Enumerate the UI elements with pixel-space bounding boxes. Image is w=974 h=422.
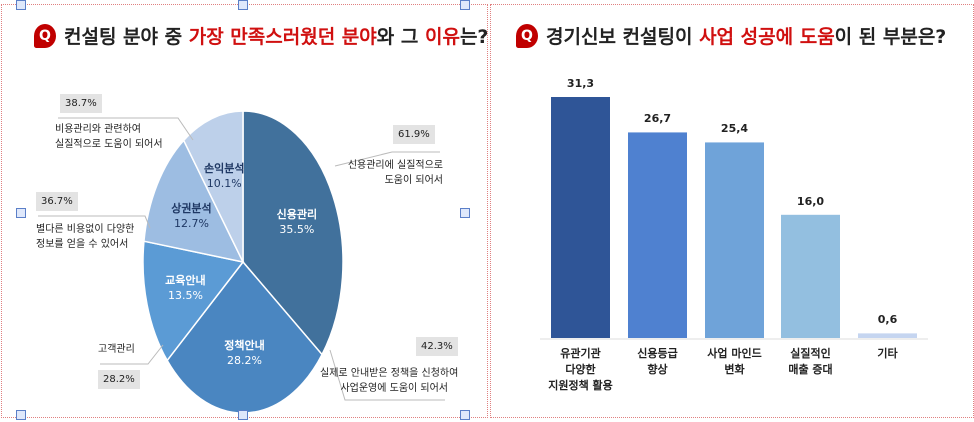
resize-handle[interactable] xyxy=(460,0,470,10)
bar-1 xyxy=(628,132,687,338)
pie-label: 상권분석 12.7% xyxy=(171,201,211,231)
callout-lines xyxy=(38,117,445,401)
title-segment: 컨설팅 분야 중 xyxy=(64,26,189,48)
bar-value-label: 0,6 xyxy=(877,313,898,327)
callout-text: 비용관리와 관련하여 실질적으로 도움이 되어서 xyxy=(55,124,163,150)
bar-value-label: 16,0 xyxy=(796,194,825,208)
callout-text: 고객관리 xyxy=(98,344,135,355)
bar-value-label: 31,3 xyxy=(566,77,595,90)
category-line: 유관기관 xyxy=(560,347,601,360)
right-title-text: 경기신보 컨설팅이 사업 성공에 도움이 된 부분은? xyxy=(546,22,946,49)
pie-slice-손익분석 xyxy=(182,110,244,263)
left-title-text: 컨설팅 분야 중 가장 만족스러웠던 분야와 그 이유는? xyxy=(64,22,488,49)
resize-handle[interactable] xyxy=(16,0,26,10)
slice-value: 28.2% xyxy=(227,353,262,367)
slice-value: 12.7% xyxy=(173,216,209,230)
title-segment: 는? xyxy=(459,26,489,48)
pie-slice-교육안내 xyxy=(142,240,245,362)
callout-pct: 28.2% xyxy=(98,370,140,389)
category-line: 신용등급 xyxy=(637,347,678,360)
bar-value-label: 26,7 xyxy=(643,112,672,126)
category-line: 사업 마인드 xyxy=(707,347,762,360)
category-line: 실질적인 xyxy=(790,347,831,360)
pie-label: 신용관리 35.5% xyxy=(277,207,317,237)
slice-name: 신용관리 xyxy=(276,208,318,222)
q-icon: Q xyxy=(516,23,538,48)
callout-text: 신용관리에 실질적으로 도움이 되어서 xyxy=(347,160,443,186)
slice-value: 35.5% xyxy=(279,223,315,237)
callout-pct: 42.3% xyxy=(416,337,458,356)
bar-2 xyxy=(705,142,764,338)
title-segment: 경기신보 컨설팅이 xyxy=(546,26,700,48)
callout-text: 실제로 안내받은 정책을 신청하여 사업운영에 도움이 되어서 xyxy=(320,368,459,394)
slice-value: 13.5% xyxy=(167,288,203,302)
pie-slice-신용관리 xyxy=(242,110,344,356)
category-line: 다양한 xyxy=(565,363,596,376)
bar-category-label: 기타 xyxy=(848,346,928,362)
slice-name: 정책안내 xyxy=(224,338,265,352)
title-segment: 와 그 xyxy=(376,26,425,48)
bar-value-label: 25,4 xyxy=(720,122,749,136)
right-title: Q 경기신보 컨설팅이 사업 성공에 도움이 된 부분은? xyxy=(516,22,946,49)
category-line: 매출 증대 xyxy=(788,363,833,376)
callout-pct: 61.9% xyxy=(393,125,435,144)
resize-handle[interactable] xyxy=(16,208,26,218)
resize-handle[interactable] xyxy=(460,410,470,420)
resize-handle[interactable] xyxy=(238,0,248,10)
slice-value: 10.1% xyxy=(206,176,242,190)
pie-slice-상권분석 xyxy=(143,139,245,264)
title-segment: 가장 만족스러웠던 분야 xyxy=(188,26,377,48)
q-icon: Q xyxy=(34,23,56,48)
title-segment: 사업 성공에 도움 xyxy=(699,26,835,48)
category-line: 기타 xyxy=(877,347,898,360)
title-segment: 이 된 부분은? xyxy=(834,26,947,48)
resize-handle[interactable] xyxy=(16,410,26,420)
resize-handle[interactable] xyxy=(238,410,248,420)
slice-name: 교육안내 xyxy=(165,273,206,287)
bar-4 xyxy=(858,333,917,338)
slice-name: 상권분석 xyxy=(171,201,212,215)
callout-pct: 38.7% xyxy=(60,94,102,113)
category-line: 향상 xyxy=(647,363,668,376)
pie-label: 정책안내 28.2% xyxy=(224,338,264,368)
left-title: Q 컨설팅 분야 중 가장 만족스러웠던 분야와 그 이유는? xyxy=(34,22,488,49)
category-line: 변화 xyxy=(724,363,745,376)
slice-name: 손익분석 xyxy=(204,161,245,175)
category-line: 지원정책 활용 xyxy=(548,379,613,392)
callout-pct: 36.7% xyxy=(36,192,78,211)
callout-text: 별다른 비용없이 다양한 정보를 얻을 수 있어서 xyxy=(36,224,135,250)
resize-handle[interactable] xyxy=(460,208,470,218)
bar-3 xyxy=(781,214,840,338)
pie-label: 교육안내 13.5% xyxy=(165,273,205,303)
pie-label: 손익분석 10.1% xyxy=(204,161,244,191)
bar-0 xyxy=(551,97,610,338)
title-segment: 이유 xyxy=(424,26,460,48)
